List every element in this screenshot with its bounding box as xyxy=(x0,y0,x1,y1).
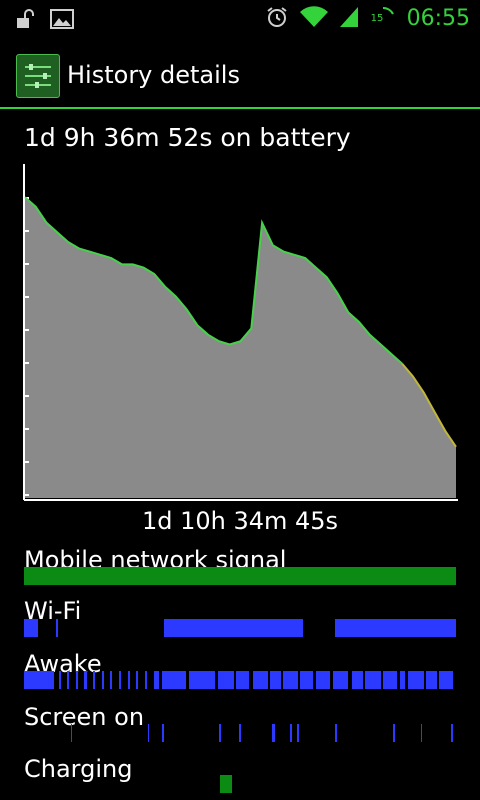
history-segment xyxy=(70,724,73,742)
signal-icon xyxy=(339,5,359,33)
history-segment xyxy=(315,671,330,689)
page-title: History details xyxy=(67,61,240,89)
battery-icon: 15 xyxy=(369,5,397,33)
history-segment xyxy=(297,724,299,742)
history-segment xyxy=(58,671,62,689)
history-segment xyxy=(144,671,148,689)
history-segment xyxy=(335,724,338,742)
history-segment xyxy=(75,671,78,689)
notification-icons xyxy=(16,8,74,34)
header-divider xyxy=(0,107,480,109)
track-wifi xyxy=(24,619,456,637)
history-segment xyxy=(332,671,348,689)
history-segment xyxy=(67,671,70,689)
history-segment xyxy=(127,671,131,689)
history-segment xyxy=(438,671,454,689)
history-segment xyxy=(218,671,234,689)
history-segment xyxy=(392,724,395,742)
battery-summary: 1d 9h 36m 52s on battery xyxy=(24,123,351,152)
history-segment xyxy=(93,671,95,689)
history-segment xyxy=(55,619,58,637)
row-label-charging: Charging xyxy=(24,755,133,783)
battery-area xyxy=(25,197,456,498)
history-segment xyxy=(450,724,453,742)
history-segment xyxy=(300,671,314,689)
unlock-icon xyxy=(16,8,36,34)
history-segment xyxy=(272,724,275,742)
action-bar: History details xyxy=(0,46,480,108)
status-bar: 15 06:55 xyxy=(0,0,480,38)
history-segment xyxy=(162,671,187,689)
track-mobile-signal xyxy=(24,567,456,585)
track-screen-on xyxy=(24,724,456,742)
total-duration: 1d 10h 34m 45s xyxy=(141,507,339,535)
history-segment xyxy=(110,671,113,689)
history-segment xyxy=(219,775,232,793)
history-segment xyxy=(270,671,282,689)
history-segment xyxy=(24,671,55,689)
history-segment xyxy=(162,724,164,742)
history-segment xyxy=(101,671,104,689)
image-icon xyxy=(50,8,74,34)
history-segment xyxy=(399,671,405,689)
history-segment xyxy=(147,724,150,742)
history-segment xyxy=(119,671,122,689)
row-label-screen-on: Screen on xyxy=(24,703,145,731)
battery-chart xyxy=(22,164,458,502)
history-segment xyxy=(219,724,221,742)
battery-level: 15 xyxy=(370,13,384,24)
history-segment xyxy=(24,567,456,585)
history-segment xyxy=(164,619,303,637)
history-segment xyxy=(425,671,437,689)
history-segment xyxy=(235,671,250,689)
history-segment xyxy=(136,671,139,689)
battery-line-low xyxy=(401,362,457,448)
history-segment xyxy=(408,671,425,689)
history-segment xyxy=(420,724,423,742)
history-segment xyxy=(352,671,364,689)
history-segment xyxy=(24,619,38,637)
history-segment xyxy=(365,671,381,689)
history-segment xyxy=(153,671,159,689)
history-segment xyxy=(289,724,292,742)
battery-chart-svg xyxy=(23,164,458,501)
track-charging xyxy=(24,775,456,793)
track-awake xyxy=(24,671,456,689)
history-segment xyxy=(239,724,241,742)
history-segment xyxy=(252,671,268,689)
wifi-icon xyxy=(299,5,329,33)
system-icons: 15 06:55 xyxy=(265,4,470,34)
history-segment xyxy=(335,619,456,637)
battery-line xyxy=(24,196,403,365)
history-segment xyxy=(283,671,298,689)
history-segment xyxy=(189,671,215,689)
settings-app-icon[interactable] xyxy=(16,54,60,98)
clock: 06:55 xyxy=(406,6,470,31)
alarm-icon xyxy=(265,5,289,33)
history-segment xyxy=(84,671,88,689)
history-segment xyxy=(382,671,398,689)
